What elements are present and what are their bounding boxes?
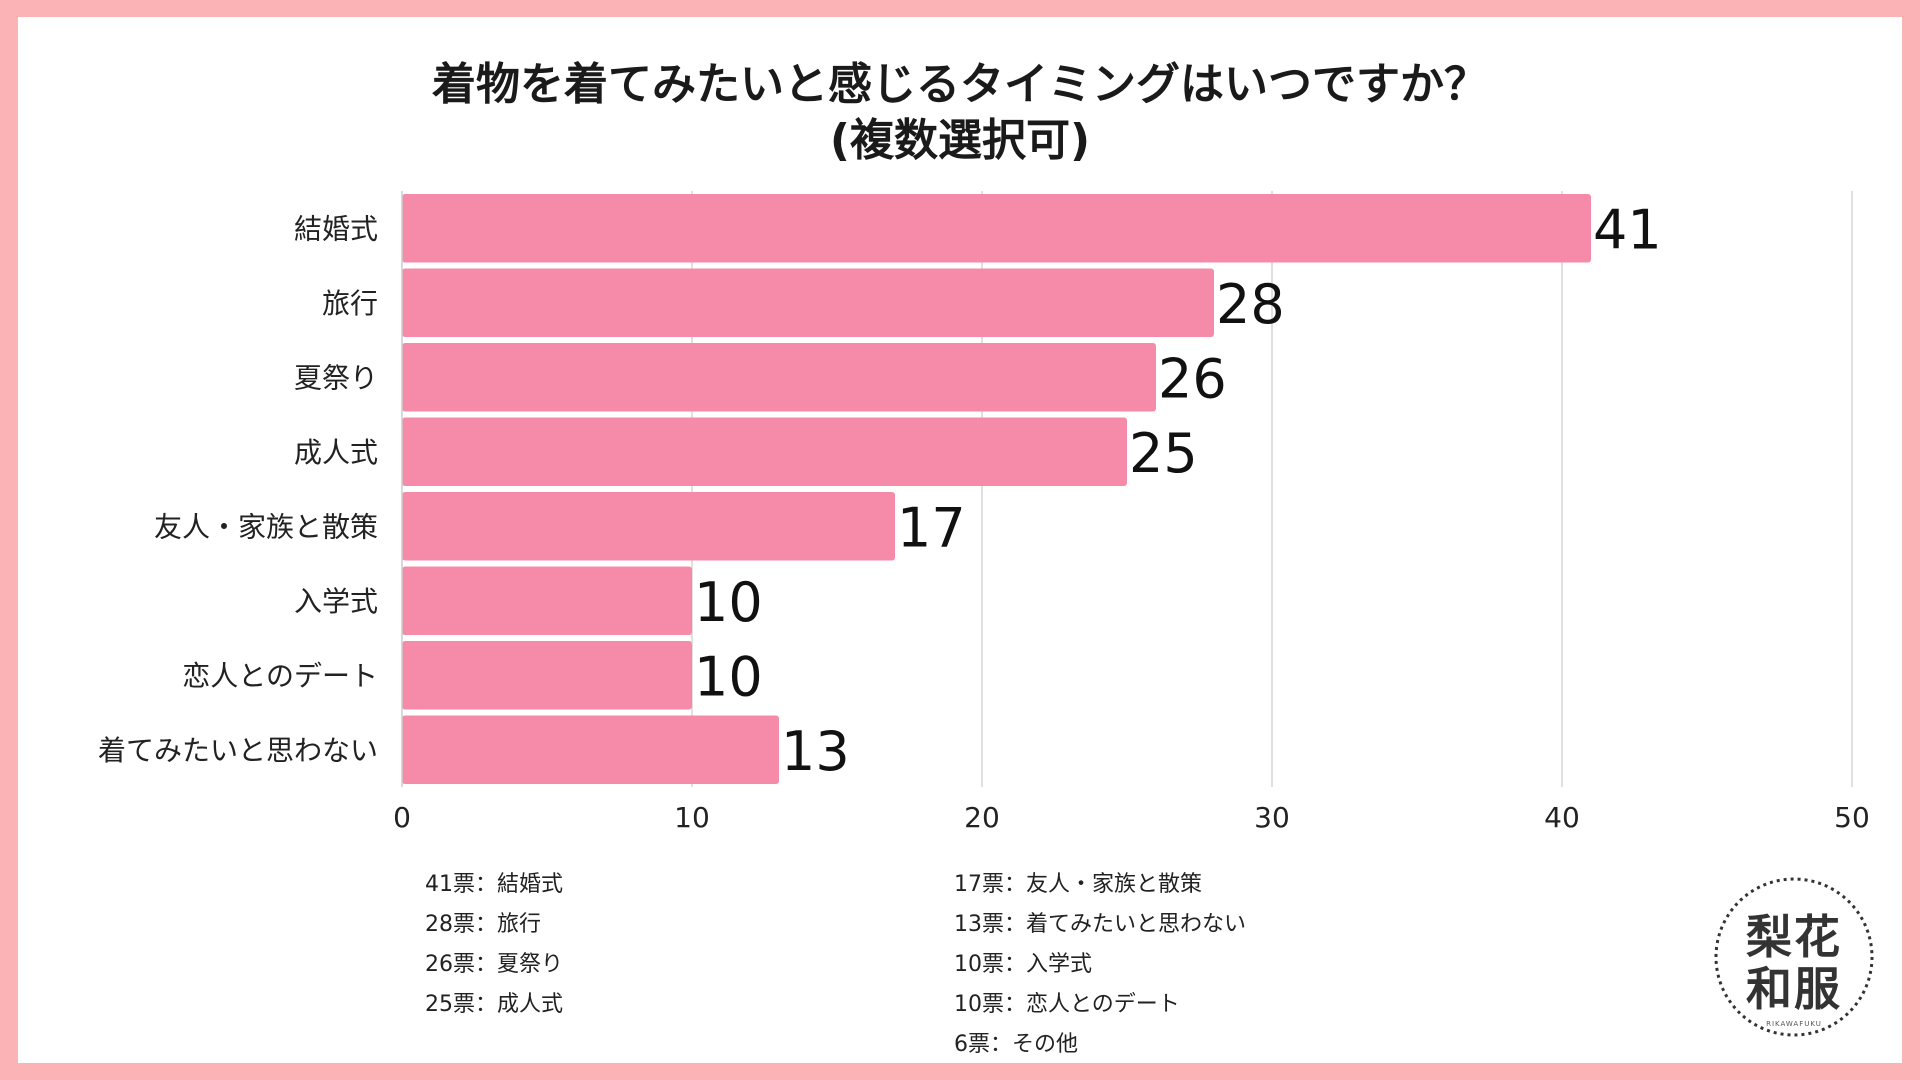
x-tick-label: 50 [1834, 801, 1870, 834]
title-line-1: 着物を着てみたいと感じるタイミングはいつですか？ [432, 59, 1488, 110]
data-label: 41 [1593, 198, 1662, 261]
bar [402, 417, 1127, 486]
category-label: 友人・家族と散策 [154, 510, 378, 543]
chart-title: 着物を着てみたいと感じるタイミングはいつですか？ (複数選択可) [18, 57, 1902, 169]
note-item: 13票：着てみたいと思わない [954, 912, 1246, 937]
note-item: 10票：入学式 [954, 952, 1092, 977]
note-item: 25票：成人式 [425, 992, 563, 1017]
bar [402, 715, 779, 784]
category-label: 恋人とのデート [182, 659, 378, 692]
note-item: 41票：結婚式 [425, 872, 563, 897]
category-label: 入学式 [294, 585, 378, 618]
x-tick-label: 20 [964, 801, 1000, 834]
bar [402, 566, 692, 635]
category-label: 着てみたいと思わない [98, 734, 378, 767]
category-label: 旅行 [322, 287, 378, 320]
bar [402, 194, 1591, 263]
bar [402, 268, 1214, 337]
logo-line-2: 和服 [1746, 962, 1842, 1016]
data-label: 25 [1129, 422, 1198, 485]
x-tick-label: 0 [393, 801, 411, 834]
data-label: 10 [694, 571, 763, 634]
brand-logo: 梨花 和服 RIKAWAFUKU [1712, 875, 1876, 1039]
note-item: 26票：夏祭り [425, 952, 563, 977]
x-tick-label: 10 [674, 801, 710, 834]
logo-ring-icon [1714, 877, 1874, 1037]
note-item: 6票：その他 [954, 1032, 1078, 1057]
bar [402, 492, 895, 561]
category-label: 成人式 [294, 436, 378, 469]
category-label: 夏祭り [294, 361, 378, 394]
bar [402, 641, 692, 710]
note-item: 17票：友人・家族と散策 [954, 872, 1202, 897]
bar-chart: 0 10 20 30 40 50 結婚式 41 旅行 28 夏祭り 26 成人式 25 友人・家族と散策 17… [98, 191, 1870, 834]
logo-subtext: RIKAWAFUKU [1766, 1020, 1822, 1028]
data-label: 10 [694, 645, 763, 708]
title-line-2: (複数選択可) [829, 115, 1091, 166]
note-item: 28票：旅行 [425, 912, 541, 937]
data-label: 28 [1216, 273, 1285, 336]
data-label: 13 [781, 720, 850, 783]
logo-line-1: 梨花 [1746, 910, 1842, 964]
logo-text: 梨花 和服 [1712, 911, 1876, 1015]
vote-notes-left: 41票：結婚式 28票：旅行 26票：夏祭り 25票：成人式 [425, 865, 563, 1025]
note-item: 10票：恋人とのデート [954, 992, 1180, 1017]
data-label: 17 [897, 496, 966, 559]
x-tick-label: 30 [1254, 801, 1290, 834]
data-label: 26 [1158, 347, 1227, 410]
vote-notes-right: 17票：友人・家族と散策 13票：着てみたいと思わない 10票：入学式 10票：… [954, 865, 1246, 1065]
x-tick-label: 40 [1544, 801, 1580, 834]
chart-card: 着物を着てみたいと感じるタイミングはいつですか？ (複数選択可) 0 10 20 30… [18, 17, 1902, 1063]
category-label: 結婚式 [294, 212, 378, 245]
bar [402, 343, 1156, 412]
